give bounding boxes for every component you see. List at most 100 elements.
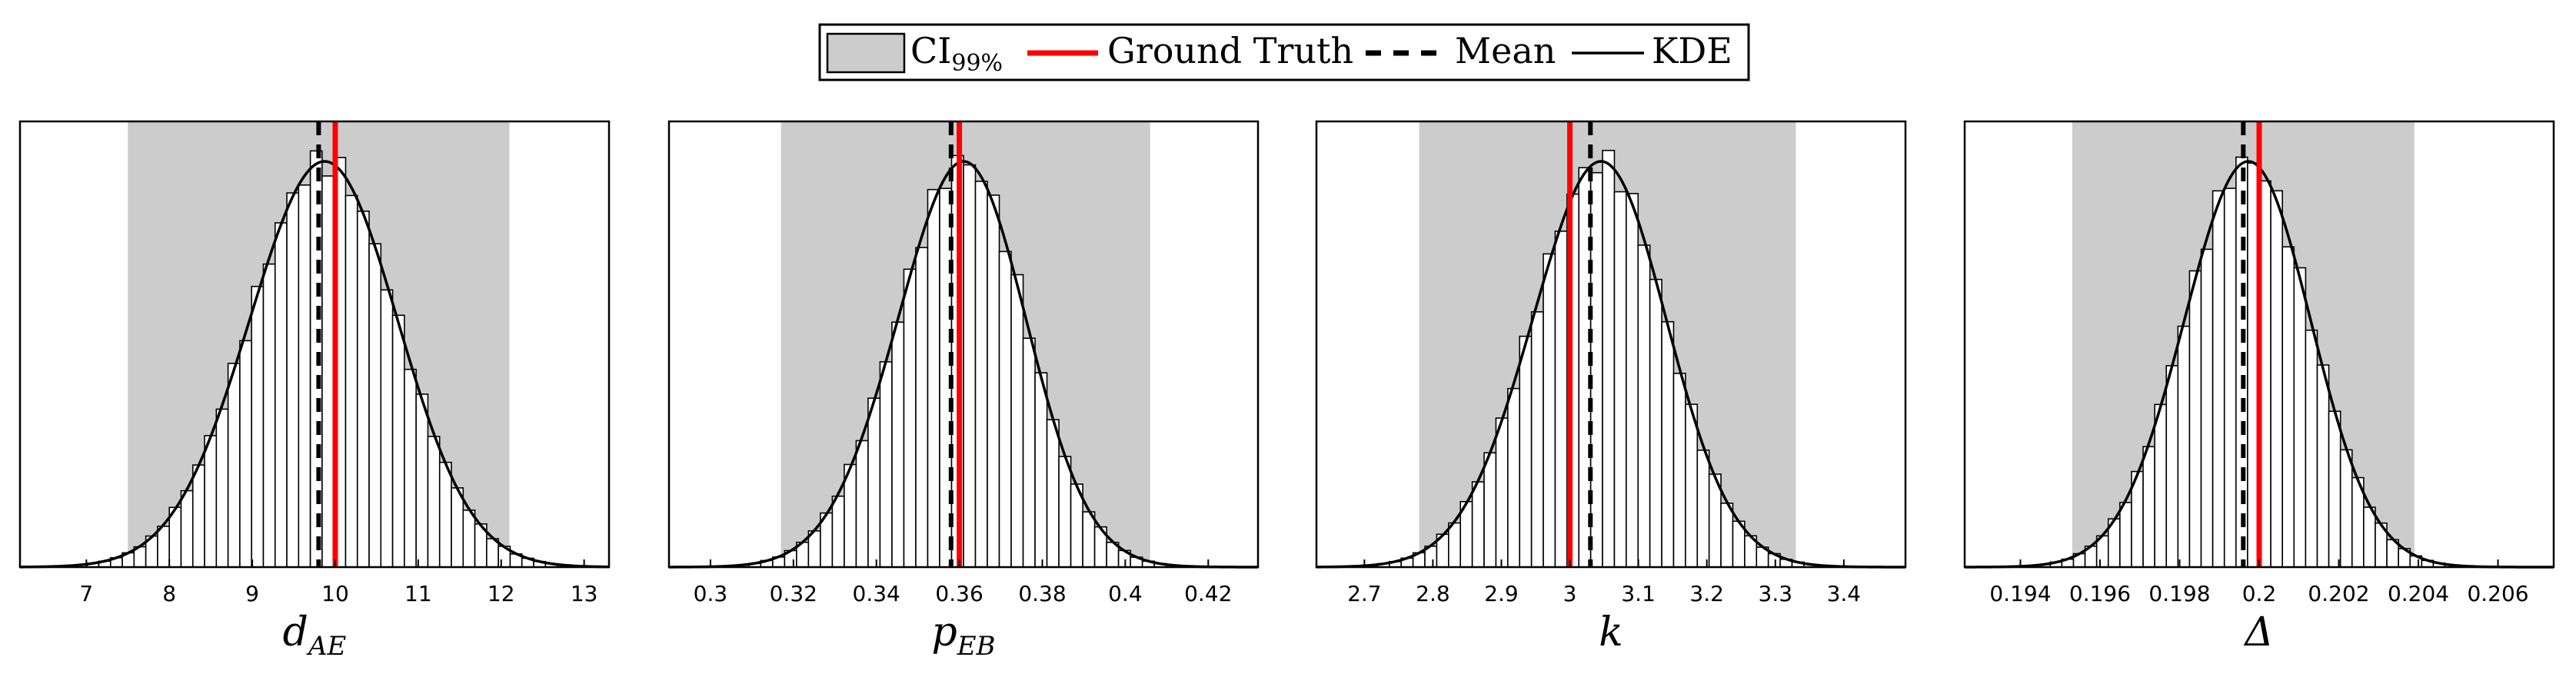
histogram-bar [1519,335,1533,568]
histogram-bar [1034,372,1048,568]
subplot-p-eb: 0.3 0.32 0.34 0.36 0.38 0.4 0.42 pEB [667,120,1260,662]
histogram-bar [927,188,940,568]
x-tick-label: 3.1 [1621,581,1656,606]
histogram-bar [321,175,334,568]
histogram-bar [1649,278,1662,568]
x-tick-label: 0.2 [2242,581,2277,606]
x-tick-label: 8 [162,581,176,606]
histogram-bar [1672,373,1686,568]
histogram-bar [215,408,229,568]
x-tick-label: 0.206 [2467,581,2528,606]
histogram-bar [1720,503,1734,568]
histogram-bar [344,194,358,568]
x-axis-label-main: k [1599,609,1623,655]
histogram-bar [1082,511,1096,568]
x-axis-label: Δ [2243,609,2274,655]
histogram-bar [1058,456,1072,568]
x-tick-label: 0.32 [770,581,817,606]
histogram-bar [286,192,300,568]
histogram-bar [1483,452,1497,568]
x-tick-label: 9 [245,581,259,606]
histogram-bar [2200,248,2214,568]
histogram-bar [2223,188,2237,568]
axes-box [667,120,1260,569]
legend-kde-label: KDE [1652,30,1732,71]
histogram-bar [1046,419,1060,568]
histogram-bar [157,526,170,568]
histogram-bar [1448,522,1462,568]
histogram-bar [998,251,1012,568]
histogram-bar [262,263,276,568]
histogram-bar [963,164,977,568]
histogram-bar [227,363,241,568]
x-tick-label: 0.196 [2069,581,2131,606]
x-axis-label-main: d [283,609,308,655]
histogram-bar [2119,502,2132,568]
x-tick-label: 2.7 [1347,581,1382,606]
histogram-bar [1010,274,1024,568]
histogram-bar [2339,449,2353,568]
histogram-bar [1626,193,1639,568]
histogram-bar [427,436,441,568]
x-axis-label-main: p [931,609,957,655]
histogram-bar [2293,267,2307,568]
histogram-bar [451,487,464,568]
subplot-delta: 0.194 0.196 0.198 0.2 0.202 0.204 0.206 Δ [1963,120,2555,655]
histogram-bar [987,194,1000,568]
histogram-bar [274,222,288,568]
x-tick-label: 2.9 [1484,581,1519,606]
histogram-bar [204,435,218,568]
legend-ci-label: CI99% [910,30,1003,77]
histogram-bar [974,181,988,568]
histogram-bar [368,243,382,568]
x-tick-label: 0.34 [853,581,900,606]
x-tick-label: 2.8 [1416,581,1450,606]
histogram-bar [1578,167,1592,568]
x-axis-label: k [1599,609,1623,655]
histogram-bar [1661,320,1675,568]
x-tick-label: 3.3 [1759,581,1793,606]
histogram-bar [879,361,893,568]
histogram-bar [1543,253,1556,568]
legend-mean-label: Mean [1455,30,1556,71]
histogram-bar [239,340,252,568]
histogram-bar [2305,329,2318,568]
histogram-bar [1613,191,1627,568]
subplot-k: 2.7 2.8 2.9 3 3.1 3.2 3.3 3.4 k [1315,120,1907,655]
legend-ci-swatch [826,32,906,74]
histogram-bar [1589,171,1603,568]
x-axis-label-subscript: AE [306,631,347,662]
histogram-bar [1685,403,1699,568]
histogram-bar [867,397,881,568]
histogram-bar [831,495,845,568]
x-tick-label: 3 [1563,581,1577,606]
histogram-bar [1554,231,1568,568]
x-tick-label: 0.4 [1108,581,1143,606]
histogram-bar [2188,270,2202,568]
x-tick-label: 0.194 [1989,581,2051,606]
x-axis-label: pEB [931,609,995,662]
x-tick-label: 0.42 [1184,581,1232,606]
histogram-bar [2165,365,2179,568]
histogram-bar [915,247,929,568]
histogram-bar [855,440,869,568]
x-tick-label: 10 [321,581,349,606]
histogram-bar [1507,387,1521,568]
legend-truth-label: Ground Truth [1107,30,1353,71]
histogram-bar [298,184,311,568]
histogram-bar [2281,246,2295,568]
kde-curve [1316,160,1905,569]
axes-box [18,120,611,569]
x-tick-label: 0.198 [2148,581,2210,606]
histogram-bar [380,289,394,568]
x-axis-label: dAE [283,609,347,662]
histogram-bar [2154,403,2168,568]
x-tick-label: 0.202 [2308,581,2369,606]
histogram-bar [462,509,476,568]
x-axis-label-subscript: EB [957,631,996,662]
histogram-bar [2363,506,2376,568]
histogram-bar [251,285,265,568]
histogram-bar [891,321,905,568]
x-tick-label: 0.38 [1018,581,1066,606]
